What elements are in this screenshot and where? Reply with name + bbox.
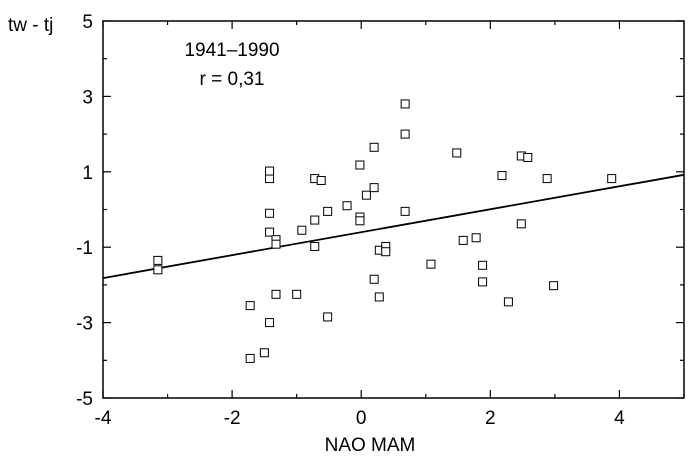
x-tick-label: 2 — [485, 408, 496, 429]
x-tick-label: -2 — [224, 408, 241, 429]
data-point — [153, 265, 163, 275]
data-point — [369, 183, 379, 193]
data-point — [265, 166, 275, 176]
data-points — [153, 99, 617, 363]
y-tick-label: 1 — [82, 163, 93, 184]
x-tick-label: 0 — [356, 408, 367, 429]
data-point — [452, 148, 462, 158]
data-point — [458, 235, 468, 245]
axis-ticks — [102, 20, 685, 399]
data-point — [369, 142, 379, 152]
y-tick-label: -5 — [76, 389, 93, 410]
data-point — [265, 227, 275, 237]
data-point — [355, 216, 365, 226]
data-point — [265, 318, 275, 328]
data-point — [355, 160, 365, 170]
y-axis-title: tw - tj — [8, 15, 53, 36]
x-tick-label: -4 — [95, 408, 112, 429]
data-point — [400, 129, 410, 139]
data-point — [316, 175, 326, 185]
data-point — [361, 190, 371, 200]
data-point — [400, 99, 410, 109]
data-point — [153, 255, 163, 265]
data-point — [607, 174, 617, 184]
data-point — [310, 241, 320, 251]
y-tick-label: 3 — [82, 87, 93, 108]
data-point — [342, 201, 352, 211]
data-point — [265, 174, 275, 184]
data-point — [271, 239, 281, 249]
data-point — [478, 277, 488, 287]
data-point — [497, 171, 507, 181]
period-annotation: 1941–1990 — [184, 40, 279, 61]
data-point — [381, 247, 391, 257]
data-point — [478, 260, 488, 270]
data-point — [265, 208, 275, 218]
data-point — [297, 225, 307, 235]
plot-area: -4 -2 0 2 4 -5 -3 -1 1 3 5 1941–1990 r = 0,31 — [76, 12, 685, 429]
correlation-annotation: r = 0,31 — [200, 69, 265, 90]
trendline-group — [102, 173, 685, 280]
data-point — [400, 206, 410, 216]
data-point — [292, 289, 302, 299]
data-point — [516, 219, 526, 229]
data-point — [549, 281, 559, 291]
x-axis-title: NAO MAM — [325, 435, 416, 456]
x-tick-label: 4 — [614, 408, 625, 429]
data-point — [471, 233, 481, 243]
y-tick-label: 5 — [82, 12, 93, 33]
data-point — [259, 348, 269, 358]
data-point — [374, 292, 384, 302]
data-point — [323, 206, 333, 216]
data-point — [245, 301, 255, 311]
data-point — [369, 274, 379, 284]
data-point — [310, 215, 320, 225]
data-point — [503, 297, 513, 307]
data-point — [245, 353, 255, 363]
plot-frame — [102, 20, 685, 399]
trend-line — [102, 173, 685, 280]
y-tick-label: -3 — [76, 314, 93, 335]
y-tick-label: -1 — [76, 238, 93, 259]
data-point — [323, 312, 333, 322]
data-point — [271, 289, 281, 299]
data-point — [426, 259, 436, 269]
data-point — [523, 152, 533, 162]
axis-tick-labels: -4 -2 0 2 4 -5 -3 -1 1 3 5 — [76, 12, 625, 429]
data-point — [542, 174, 552, 184]
